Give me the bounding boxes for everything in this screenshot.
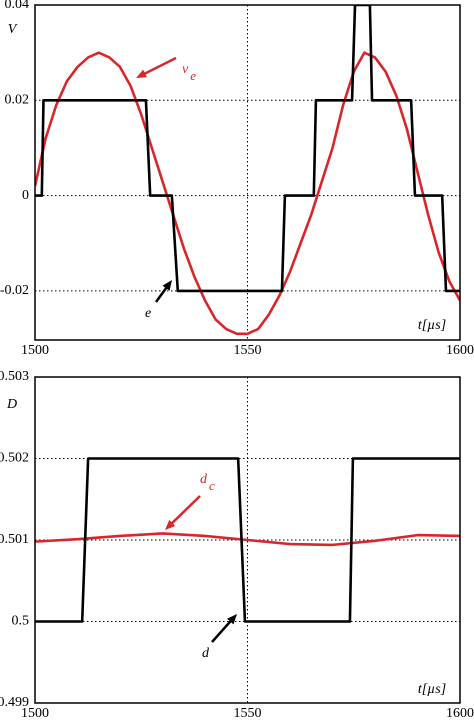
annotation-arrowhead (162, 280, 172, 291)
y-axis-label: D (6, 397, 17, 412)
x-axis-label: t[µs] (418, 682, 446, 697)
y-tick-label: 0.502 (0, 451, 29, 466)
x-tick-label: 1600 (446, 343, 474, 358)
annotation-arrow (211, 617, 234, 643)
plot-area (35, 457, 460, 623)
y-tick-label: 0.499 (0, 695, 29, 710)
x-tick-label: 1500 (21, 706, 49, 721)
annotation: d (202, 646, 210, 661)
x-tick-label: 1550 (234, 706, 262, 721)
x-tick-label: 1550 (234, 343, 262, 358)
annotation-subscript: e (190, 68, 196, 83)
y-axis-label: V (8, 22, 18, 37)
y-tick-label: 0.02 (5, 93, 30, 108)
series-line (35, 457, 460, 623)
annotation-text: d (202, 646, 210, 661)
x-tick-label: 1600 (446, 706, 474, 721)
annotation-arrow (140, 56, 177, 77)
annotation-arrow (168, 495, 201, 527)
annotation-arrowhead (165, 519, 176, 530)
annotation: e (145, 306, 151, 321)
annotation-text: v (182, 62, 189, 77)
plot-frame (34, 4, 461, 341)
y-tick-label: 0.503 (0, 369, 29, 384)
y-tick-label: 0.5 (12, 614, 30, 629)
y-tick-label: -0.02 (0, 283, 29, 298)
annotation-arrowhead (227, 614, 237, 625)
series-line (35, 532, 460, 547)
annotation-text: e (145, 306, 151, 321)
y-tick-label: 0.04 (5, 0, 30, 12)
plot-frame (34, 376, 461, 704)
series-line (35, 51, 460, 336)
annotation-subscript: c (209, 478, 215, 493)
x-tick-label: 1500 (21, 343, 49, 358)
plot-area (35, 5, 460, 336)
annotation-text: d (200, 472, 208, 487)
series-line (35, 5, 460, 293)
y-tick-label: 0 (22, 188, 29, 203)
y-tick-label: 0.501 (0, 532, 29, 547)
x-axis-label: t[µs] (418, 318, 446, 333)
annotation-arrowhead (136, 69, 147, 78)
